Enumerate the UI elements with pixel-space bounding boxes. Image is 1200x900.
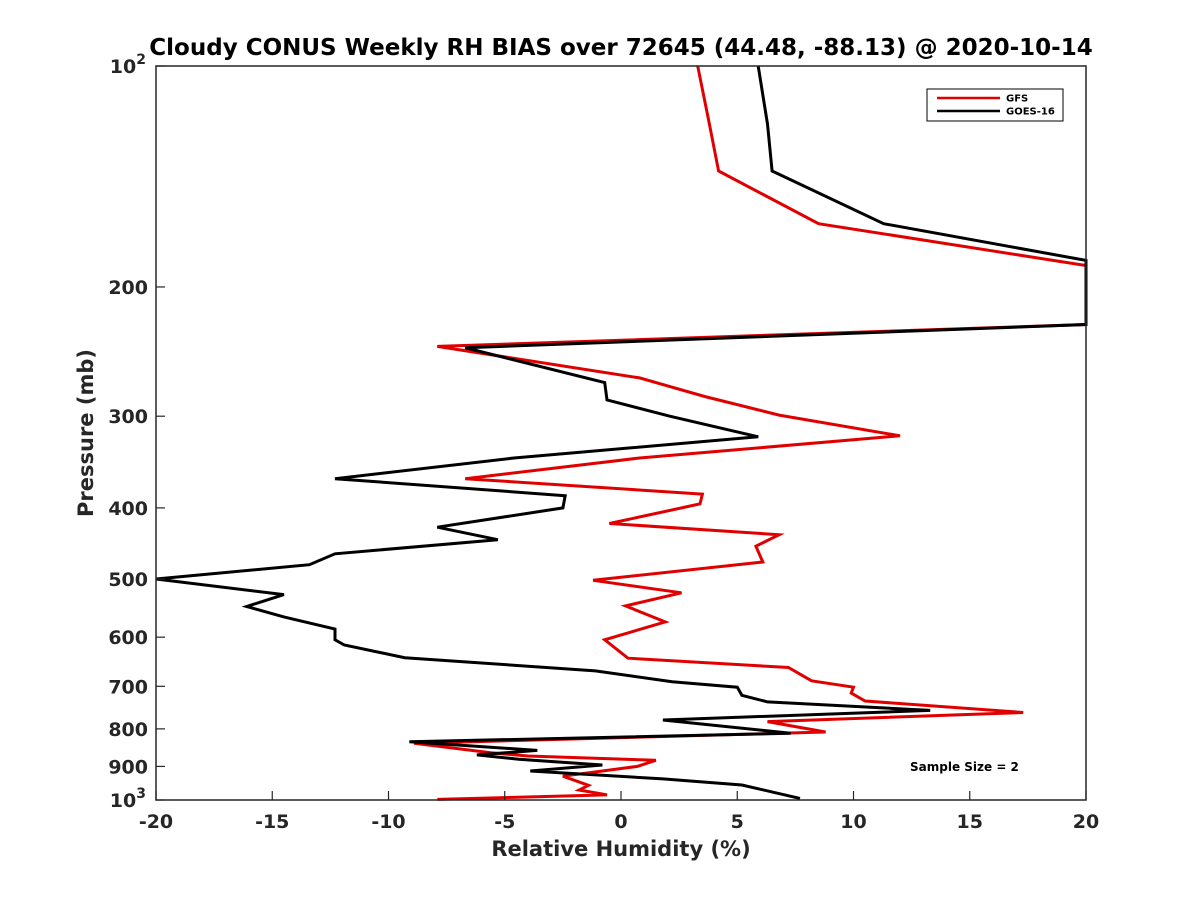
sample-size-annotation: Sample Size = 2	[910, 760, 1019, 774]
y-axis-label: Pressure (mb)	[74, 349, 98, 517]
legend-label-gfs: GFS	[1006, 94, 1028, 105]
series-line-goes16	[155, 65, 1088, 800]
ticks-layer: -20 -15 -10 -5 0 5 10 15 20 102 200 300 400 500 600 700…	[108, 52, 1099, 833]
series-line-gfs	[413, 65, 1088, 801]
x-tick-label: -10	[371, 811, 405, 833]
y-tick-label: 102	[110, 52, 146, 78]
chart-title: Cloudy CONUS Weekly RH BIAS over 72645 (…	[149, 35, 1092, 61]
series-layer	[155, 65, 1088, 801]
x-axis-label: Relative Humidity (%)	[491, 837, 750, 861]
y-tick-label: 700	[108, 676, 148, 698]
y-tick-label: 900	[108, 756, 148, 778]
y-tick-label: 800	[108, 719, 148, 741]
y-tick-label: 500	[108, 569, 148, 591]
y-tick-label: 200	[108, 277, 148, 299]
x-tick-label: 20	[1073, 811, 1099, 833]
x-tick-label: -20	[139, 811, 173, 833]
y-tick-label: 300	[108, 406, 148, 428]
legend: GFS GOES-16	[926, 88, 1064, 122]
x-tick-label: 5	[731, 811, 744, 833]
x-tick-label: -15	[255, 811, 289, 833]
legend-label-goes16: GOES-16	[1006, 107, 1055, 118]
x-tick-label: -5	[494, 811, 515, 833]
x-tick-label: 15	[957, 811, 983, 833]
x-tick-label: 0	[614, 811, 627, 833]
x-tick-label: 10	[840, 811, 866, 833]
y-tick-label: 600	[108, 627, 148, 649]
legend-box	[926, 88, 1064, 122]
y-tick-label: 400	[108, 498, 148, 520]
